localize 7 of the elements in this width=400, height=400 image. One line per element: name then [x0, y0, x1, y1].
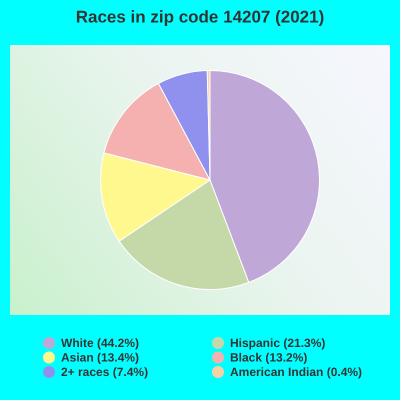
- legend-label: White (44.2%): [61, 336, 140, 350]
- legend-label: American Indian (0.4%): [230, 364, 362, 379]
- legend-label: Asian (13.4%): [61, 350, 140, 364]
- chart-title: Races in zip code 14207 (2021): [76, 8, 324, 27]
- legend-label: Black (13.2%): [230, 350, 308, 364]
- legend-label: Hispanic (21.3%): [230, 336, 326, 350]
- legend-label: 2+ races (7.4%): [61, 364, 148, 379]
